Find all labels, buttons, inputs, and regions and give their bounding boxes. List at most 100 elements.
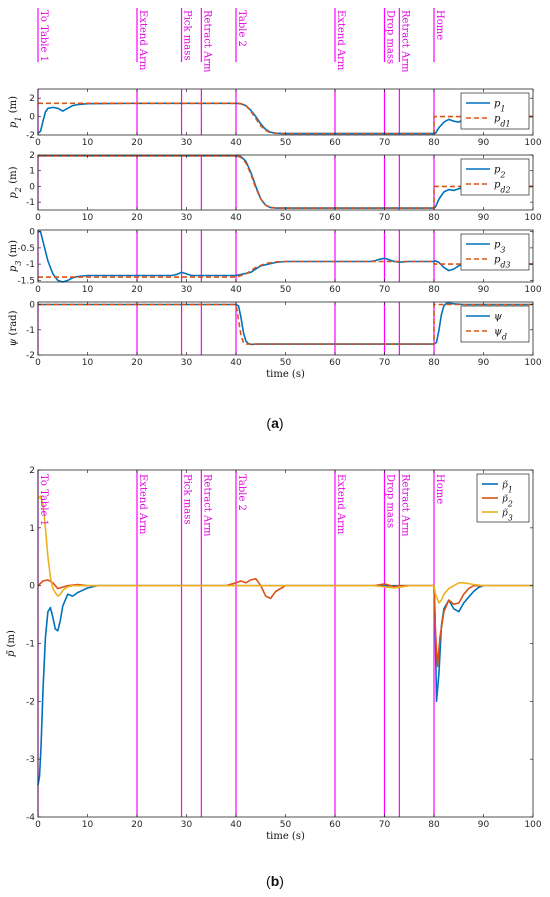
legend-label: pd3: [494, 255, 511, 270]
plot-frame: [37, 301, 534, 356]
event-label: Home: [434, 474, 445, 504]
event-label: Retract Arm: [399, 10, 410, 73]
series-line-p̃2: [37, 577, 533, 668]
x-tick-label: 100: [524, 820, 541, 830]
y-tick-label: 1: [29, 524, 35, 534]
y-axis-label: ψ (rad): [8, 310, 19, 346]
x-tick-label: 0: [35, 213, 41, 223]
x-tick-label: 90: [478, 138, 490, 148]
x-axis-label: time (s): [266, 831, 305, 842]
x-tick-label: 60: [329, 820, 341, 830]
y-tick-label: 0: [29, 301, 35, 311]
x-tick-label: 90: [478, 213, 490, 223]
x-tick-label: 10: [82, 213, 94, 223]
x-tick-label: 70: [379, 358, 391, 368]
x-tick-label: 60: [329, 358, 341, 368]
x-tick-label: 80: [428, 358, 440, 368]
y-tick-label: 2: [29, 94, 35, 104]
x-tick-label: 10: [82, 285, 94, 295]
plot-frame: [37, 88, 534, 136]
x-tick-label: 40: [230, 820, 242, 830]
legend-label: p3: [494, 240, 506, 255]
x-tick-label: 30: [181, 358, 193, 368]
legend-box: [460, 233, 530, 271]
series-line-pd1: [38, 102, 533, 135]
x-tick-label: 100: [524, 213, 541, 223]
x-tick-label: 50: [280, 820, 292, 830]
legend-box: [460, 158, 530, 196]
caption-b-letter: b: [270, 873, 280, 889]
series-line-p̃1: [37, 584, 533, 786]
x-axis-label: time (s): [266, 369, 305, 380]
legend-label: ψd: [494, 327, 507, 342]
x-tick-label: 80: [428, 213, 440, 223]
event-label: To Table 1: [38, 474, 49, 526]
x-tick-label: 70: [379, 138, 391, 148]
x-tick-label: 40: [230, 358, 242, 368]
x-tick-label: 100: [524, 358, 541, 368]
x-tick-label: 0: [35, 820, 41, 830]
x-tick-label: 20: [131, 358, 143, 368]
y-tick-label: -2: [26, 697, 35, 707]
event-label: Retract Arm: [201, 474, 212, 537]
x-tick-label: 10: [82, 820, 94, 830]
y-tick-label: -0.5: [17, 244, 35, 254]
x-tick-label: 90: [478, 358, 490, 368]
y-tick-label: 2: [29, 466, 35, 476]
caption-a: (a): [266, 415, 284, 431]
series-line-p3: [38, 230, 533, 283]
x-tick-label: 80: [428, 285, 440, 295]
chart-panel-a4: 0 10 20 30 40 50 60 70 80 90 100 -2 -1 0 ψ (rad) time (…: [8, 301, 542, 380]
legend-label: p̃3: [502, 508, 513, 523]
series-line-p2: [38, 155, 533, 209]
y-axis-label: p3 (m): [8, 240, 23, 272]
x-tick-label: 50: [280, 138, 292, 148]
x-tick-label: 100: [524, 285, 541, 295]
x-tick-label: 50: [280, 285, 292, 295]
legend-label: pd2: [494, 180, 511, 195]
event-label: Retract Arm: [399, 474, 410, 537]
x-tick-label: 20: [131, 285, 143, 295]
x-tick-label: 70: [379, 213, 391, 223]
y-tick-label: 2: [29, 151, 35, 161]
x-tick-label: 0: [35, 285, 41, 295]
event-label: Retract Arm: [201, 10, 212, 73]
plot-frame: [37, 469, 534, 818]
event-label: Extend Arm: [335, 474, 346, 535]
legend-label: pd1: [494, 114, 511, 129]
x-tick-label: 20: [131, 213, 143, 223]
event-label: Home: [434, 10, 445, 40]
x-tick-label: 10: [82, 138, 94, 148]
event-label: Extend Arm: [335, 10, 346, 71]
y-tick-label: -2: [26, 351, 35, 361]
y-axis-label: p1 (m): [8, 96, 23, 128]
series-line-pd2: [38, 155, 533, 209]
y-tick-label: -4: [26, 813, 35, 823]
y-tick-label: 0: [29, 228, 35, 238]
x-tick-label: 0: [35, 138, 41, 148]
series-line-ψ: [38, 302, 533, 346]
legend-label: p2: [494, 165, 506, 180]
event-label: Table 2: [236, 10, 247, 47]
event-label: Table 2: [236, 474, 247, 511]
x-tick-label: 40: [230, 285, 242, 295]
x-tick-label: 30: [181, 820, 193, 830]
x-tick-label: 20: [131, 820, 143, 830]
x-tick-label: 10: [82, 358, 94, 368]
chart-panel-a3: 0 10 20 30 40 50 60 70 80 90 100 -1.5 -1 -0.5 0 p3 (m) p…: [8, 228, 542, 295]
x-tick-label: 60: [329, 285, 341, 295]
y-axis-label: p̃ (m): [6, 630, 17, 657]
legend-label: p1: [494, 99, 506, 114]
y-tick-label: -1: [26, 260, 35, 270]
y-tick-label: 0: [29, 582, 35, 592]
x-tick-label: 30: [181, 138, 193, 148]
y-tick-label: -2: [26, 131, 35, 141]
x-tick-label: 90: [478, 285, 490, 295]
y-tick-label: -1.5: [17, 276, 35, 286]
y-tick-label: 0: [29, 182, 35, 192]
series-line-p1: [37, 102, 533, 135]
caption-b: (b): [266, 873, 284, 889]
